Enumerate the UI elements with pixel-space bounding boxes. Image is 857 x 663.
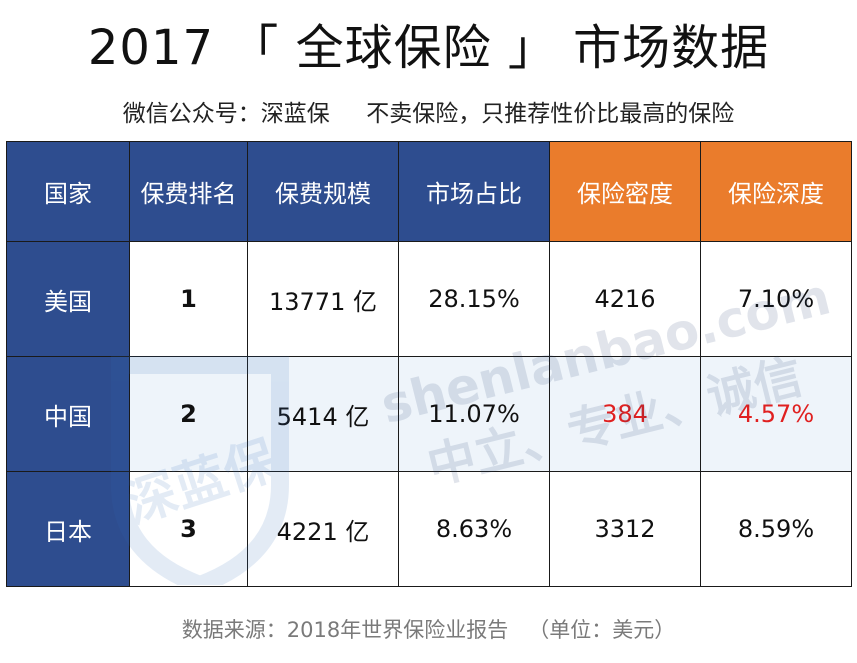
density-cell: 3312: [549, 471, 701, 587]
insurance-data-table: 国家 保费排名 保费规模 市场占比 保险密度 保险深度 美国 1 13771 亿…: [6, 141, 852, 587]
premium-cell: 13771 亿: [247, 241, 399, 357]
share-cell: 11.07%: [398, 356, 550, 472]
page-title: 2017 「 全球保险 」 市场数据: [87, 20, 770, 76]
table-row: 美国 1 13771 亿 28.15% 4216 7.10%: [6, 241, 852, 357]
header-premium-volume: 保费规模: [247, 141, 399, 242]
subtitle: 微信公众号：深蓝保 不卖保险，只推荐性价比最高的保险: [122, 101, 735, 127]
source-footer: 数据来源：2018年世界保险业报告 （单位：美元）: [181, 618, 676, 642]
header-insurance-density: 保险密度: [549, 141, 701, 242]
table-row: 日本 3 4221 亿 8.63% 3312 8.59%: [6, 471, 852, 587]
rank-cell: 2: [129, 356, 248, 472]
country-cell: 中国: [6, 356, 130, 472]
depth-cell: 8.59%: [700, 471, 852, 587]
premium-cell: 5414 亿: [247, 356, 399, 472]
rank-cell: 1: [129, 241, 248, 357]
table-row: 中国 2 5414 亿 11.07% 384 4.57%: [6, 356, 852, 472]
density-cell: 384: [549, 356, 701, 472]
header-insurance-depth: 保险深度: [700, 141, 852, 242]
depth-cell: 4.57%: [700, 356, 852, 472]
country-cell: 日本: [6, 471, 130, 587]
premium-cell: 4221 亿: [247, 471, 399, 587]
share-cell: 8.63%: [398, 471, 550, 587]
share-cell: 28.15%: [398, 241, 550, 357]
table-header-row: 国家 保费排名 保费规模 市场占比 保险密度 保险深度: [6, 141, 852, 242]
depth-cell: 7.10%: [700, 241, 852, 357]
density-cell: 4216: [549, 241, 701, 357]
header-market-share: 市场占比: [398, 141, 550, 242]
country-cell: 美国: [6, 241, 130, 357]
header-premium-rank: 保费排名: [129, 141, 248, 242]
rank-cell: 3: [129, 471, 248, 587]
header-country: 国家: [6, 141, 130, 242]
